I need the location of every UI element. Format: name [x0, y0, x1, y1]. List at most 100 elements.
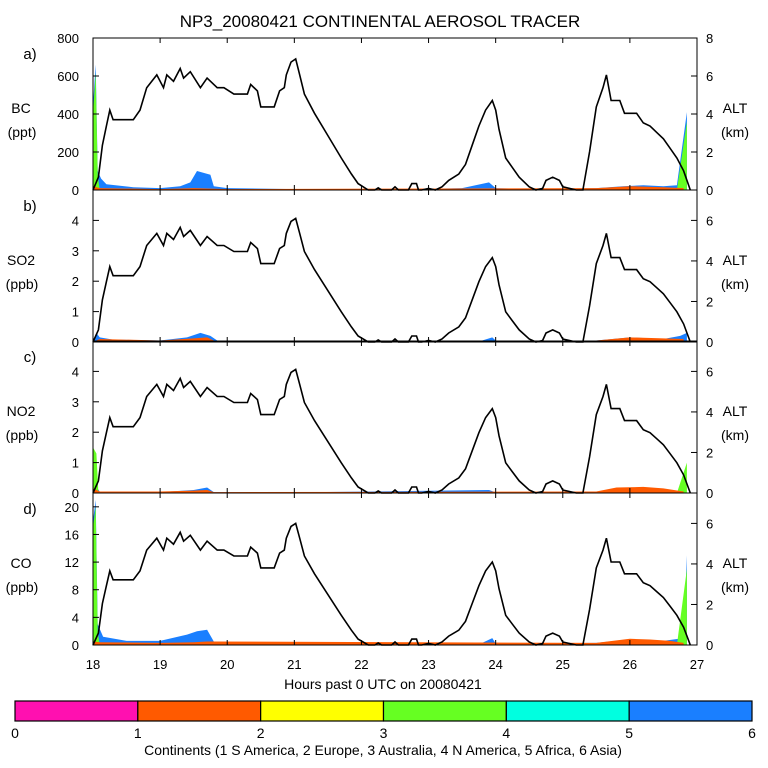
y-tick-label: 0	[72, 638, 79, 653]
panel-frame	[92, 189, 698, 343]
tracer-area-europe	[93, 638, 684, 645]
y-tick-label: 3	[72, 395, 79, 410]
panel-c: 0 1 2 3 4 0 2 4 6 c) NO2 (ppb) ALT (km)	[6, 340, 749, 501]
y-tick-label: 400	[57, 107, 79, 122]
x-tick-label: 20	[220, 657, 234, 672]
alt-unit: (km)	[721, 427, 749, 443]
panel-a: 0 200 400 600 800 0 2 4 6 8 a) BC (ppt) ALT (km)	[8, 31, 749, 198]
x-axis: 18 19 20 21 22 23 24 25 26 27	[86, 657, 704, 672]
y-tick-label: 4	[72, 364, 79, 379]
y-tick-label: 600	[57, 69, 79, 84]
species-label: BC	[11, 100, 30, 116]
colorbar-segment	[137, 700, 262, 722]
alt-tick-label: 2	[706, 445, 713, 460]
y-tick-label: 0	[72, 183, 79, 198]
y-tick-label: 4	[72, 213, 79, 228]
panel-frame	[92, 492, 698, 646]
alt-tick-label: 6	[706, 364, 713, 379]
alt-tick-label: 2	[706, 294, 713, 309]
species-label: SO2	[7, 252, 35, 268]
colorbar-tick-label: 5	[625, 725, 633, 741]
species-label: NO2	[7, 403, 36, 419]
y-tick-label: 800	[57, 31, 79, 46]
y-tick-label: 0	[72, 486, 79, 501]
altitude-line	[92, 57, 692, 191]
x-tick-label: 23	[421, 657, 435, 672]
panel-b: 0 1 2 3 4 0 2 4 6 b) SO2 (ppb) ALT (km)	[6, 189, 749, 350]
x-tick-label: 25	[556, 657, 570, 672]
alt-tick-label: 4	[706, 254, 713, 269]
alt-tick-label: 0	[706, 638, 713, 653]
x-tick-label: 19	[153, 657, 167, 672]
panel-letter: a)	[23, 46, 36, 63]
species-unit: (ppb)	[6, 427, 39, 443]
alt-tick-label: 2	[706, 145, 713, 160]
alt-tick-label: 6	[706, 213, 713, 228]
alt-tick-label: 0	[706, 335, 713, 350]
y-tick-label: 2	[72, 425, 79, 440]
alt-label: ALT	[723, 100, 748, 116]
y-tick-label: 3	[72, 244, 79, 259]
alt-tick-label: 6	[706, 516, 713, 531]
alt-unit: (km)	[721, 579, 749, 595]
chart-title: NP3_20080421 CONTINENTAL AEROSOL TRACER	[180, 12, 581, 31]
colorbar-segment	[628, 700, 753, 722]
alt-label: ALT	[723, 252, 748, 268]
panel-letter: d)	[23, 501, 36, 518]
tracer-area-north-america	[93, 72, 687, 190]
y-tick-label: 16	[65, 527, 79, 542]
x-tick-label: 26	[623, 657, 637, 672]
continent-colorbar: 0 1 2 3 4 5 6	[11, 700, 756, 741]
species-label: CO	[11, 555, 32, 571]
tracer-area-europe	[93, 486, 684, 493]
x-axis-label: Hours past 0 UTC on 20080421	[284, 676, 482, 692]
y-tick-label: 4	[72, 610, 79, 625]
x-tick-label: 18	[86, 657, 100, 672]
colorbar-tick-label: 3	[380, 725, 388, 741]
colorbar-segment	[260, 700, 385, 722]
colorbar-tick-label: 0	[11, 725, 19, 741]
colorbar-segment	[505, 700, 630, 722]
alt-unit: (km)	[721, 276, 749, 292]
colorbar-segment	[14, 700, 139, 722]
y-tick-label: 20	[65, 500, 79, 515]
y-tick-label: 1	[72, 456, 79, 471]
y-tick-label: 8	[72, 583, 79, 598]
colorbar-tick-label: 4	[502, 725, 510, 741]
panel-letter: b)	[23, 198, 36, 215]
panel-letter: c)	[24, 349, 37, 366]
alt-tick-label: 4	[706, 405, 713, 420]
x-tick-label: 24	[488, 657, 502, 672]
colorbar-tick-label: 6	[748, 725, 756, 741]
tracer-area-asia	[93, 499, 687, 645]
colorbar-title: Continents (1 S America, 2 Europe, 3 Aus…	[144, 742, 622, 758]
alt-tick-label: 6	[706, 69, 713, 84]
panels-group: 020040060080002468a)BC(ppt)ALT(km)012340…	[6, 31, 749, 653]
y-tick-label: 1	[72, 305, 79, 320]
colorbar-segment	[382, 700, 507, 722]
altitude-line	[92, 522, 692, 646]
y-tick-label: 200	[57, 145, 79, 160]
colorbar-tick-label: 1	[134, 725, 142, 741]
alt-tick-label: 4	[706, 107, 713, 122]
tracer-area-asia	[93, 64, 687, 190]
tracer-area-europe	[93, 186, 684, 190]
altitude-line	[92, 217, 692, 343]
alt-tick-label: 4	[706, 557, 713, 572]
tracer-area-north-america	[93, 506, 687, 645]
alt-unit: (km)	[721, 124, 749, 140]
alt-label: ALT	[723, 555, 748, 571]
alt-tick-label: 8	[706, 31, 713, 46]
altitude-line	[92, 368, 692, 494]
alt-label: ALT	[723, 403, 748, 419]
panel-frame	[92, 340, 698, 494]
colorbar-tick-label: 2	[257, 725, 265, 741]
panel-frame	[92, 37, 698, 191]
x-tick-label: 27	[690, 657, 704, 672]
alt-tick-label: 0	[706, 183, 713, 198]
alt-tick-label: 0	[706, 486, 713, 501]
x-tick-label: 21	[287, 657, 301, 672]
alt-tick-label: 2	[706, 597, 713, 612]
species-unit: (ppt)	[8, 124, 37, 140]
